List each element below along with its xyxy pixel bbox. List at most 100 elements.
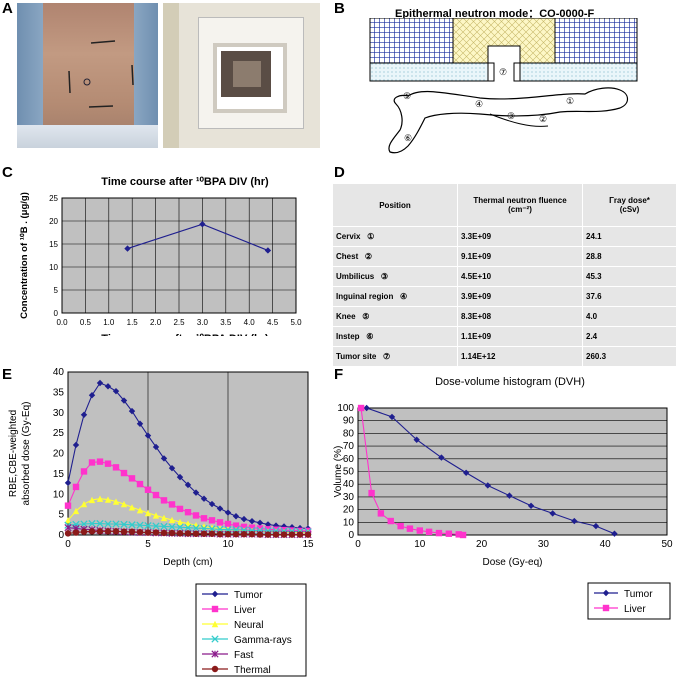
- data-point: [256, 531, 264, 538]
- row-fluence: 3.9E+09: [457, 286, 583, 307]
- data-point: [413, 436, 420, 443]
- data-point: [88, 392, 96, 399]
- data-point: [168, 516, 176, 524]
- data-point: [416, 527, 423, 534]
- data-point: [120, 397, 128, 404]
- data-point: [248, 517, 256, 525]
- y-tick-label: 60: [343, 454, 355, 465]
- data-point: [216, 519, 224, 526]
- x-tick-label: 5.0: [290, 318, 302, 327]
- position-marker: ①: [367, 232, 375, 241]
- header-fluence-unit: (cm⁻²): [508, 205, 532, 214]
- data-point: [128, 407, 136, 415]
- data-point: [112, 520, 120, 528]
- data-point: [232, 513, 240, 520]
- y-tick-label: 20: [53, 449, 65, 460]
- data-point: [208, 517, 216, 524]
- panel-b-title: Epithermal neutron mode：CO-0000-F: [395, 8, 595, 20]
- chart-f: Dose-volume histogram (DVH)0102030405060…: [333, 376, 673, 620]
- data-point: [64, 524, 72, 532]
- data-point: [192, 512, 200, 519]
- data-point: [104, 496, 112, 503]
- data-point: [240, 530, 248, 538]
- panel-label-b: B: [334, 0, 345, 17]
- table-row: Tumor site ⑦ 1.14E+12 260.3: [332, 346, 677, 367]
- data-point: [64, 530, 72, 537]
- data-point: [96, 519, 104, 528]
- row-position: Knee ⑤: [332, 306, 458, 327]
- data-point: [80, 500, 88, 508]
- data-point: [128, 521, 136, 529]
- data-point: [112, 464, 120, 471]
- y-tick-label: 40: [53, 367, 65, 378]
- x-tick-label: 0.5: [80, 318, 92, 327]
- legend-label: Thermal: [234, 665, 271, 676]
- data-point: [128, 528, 136, 535]
- y-tick-label: 100: [337, 403, 354, 414]
- x-tick-label: 5: [145, 539, 151, 550]
- y-tick-label: 30: [53, 408, 65, 419]
- panel-label-a: A: [2, 0, 13, 17]
- legend-label: Tumor: [234, 590, 263, 601]
- panel-label-c: C: [2, 164, 13, 181]
- row-gamma: 45.3: [582, 266, 677, 287]
- data-point: [72, 507, 80, 515]
- data-point: [96, 379, 104, 387]
- data-point: [104, 383, 112, 390]
- legend-label: Liver: [234, 605, 256, 616]
- y-tick-label: 0: [348, 530, 354, 541]
- row-fluence: 3.3E+09: [457, 226, 583, 247]
- chart-e: 0 5 10 15 20 25 30 35 40 0 5 10 15 Depth (cm) RBE,CBE-…: [8, 367, 314, 677]
- data-point: [160, 497, 168, 504]
- data-point: [124, 245, 131, 252]
- x-tick-label: 15: [302, 539, 314, 550]
- x-tick-label: 1.5: [127, 318, 139, 327]
- data-point: [88, 496, 96, 504]
- data-point: [462, 469, 470, 476]
- y-tick-label: 0: [58, 530, 64, 541]
- data-point: [72, 441, 80, 449]
- data-point: [387, 517, 394, 525]
- data-point: [120, 520, 128, 529]
- y-axis-label: Concentration of ¹⁰B . (μg/g): [19, 192, 30, 319]
- x-tick-label: 20: [476, 539, 488, 550]
- data-point: [112, 528, 120, 535]
- data-point: [388, 413, 396, 421]
- data-point: [88, 528, 96, 535]
- data-point: [272, 522, 280, 529]
- data-point: [184, 508, 192, 516]
- patient-abdomen-photo: [17, 3, 158, 148]
- table-row: Knee ⑤ 8.3E+08 4.0: [332, 306, 677, 327]
- y-tick-label: 35: [53, 387, 65, 398]
- data-point: [248, 530, 256, 538]
- data-point: [136, 521, 144, 529]
- data-point: [152, 512, 160, 519]
- row-gamma: 2.4: [582, 326, 677, 347]
- row-position: Instep ⑥: [332, 326, 458, 347]
- row-fluence: 8.3E+08: [457, 306, 583, 327]
- data-point: [445, 530, 453, 537]
- x-tick-label: 3.0: [197, 318, 209, 327]
- data-point: [72, 529, 80, 536]
- data-point: [208, 530, 216, 537]
- position-name: Instep: [336, 332, 360, 341]
- x-tick-label: 4.0: [244, 318, 256, 327]
- data-point: [176, 523, 184, 531]
- legend-marker: [211, 650, 219, 658]
- position-marker: ⑦: [382, 352, 391, 361]
- panel-label-d: D: [334, 164, 345, 181]
- data-point: [104, 460, 112, 467]
- data-point: [192, 530, 200, 537]
- row-gamma: 37.6: [582, 286, 677, 307]
- position-name: Knee: [336, 312, 356, 321]
- y-tick-label: 15: [53, 469, 65, 480]
- panel-label-e: E: [2, 366, 13, 383]
- data-point: [184, 530, 192, 537]
- data-point: [435, 529, 443, 537]
- data-point: [264, 531, 272, 538]
- marker-3: ③: [507, 111, 515, 121]
- header-gamma-unit: (cSv): [619, 205, 640, 214]
- position-name: Umbilicus: [336, 272, 375, 281]
- data-point: [224, 520, 232, 528]
- data-point: [264, 247, 272, 254]
